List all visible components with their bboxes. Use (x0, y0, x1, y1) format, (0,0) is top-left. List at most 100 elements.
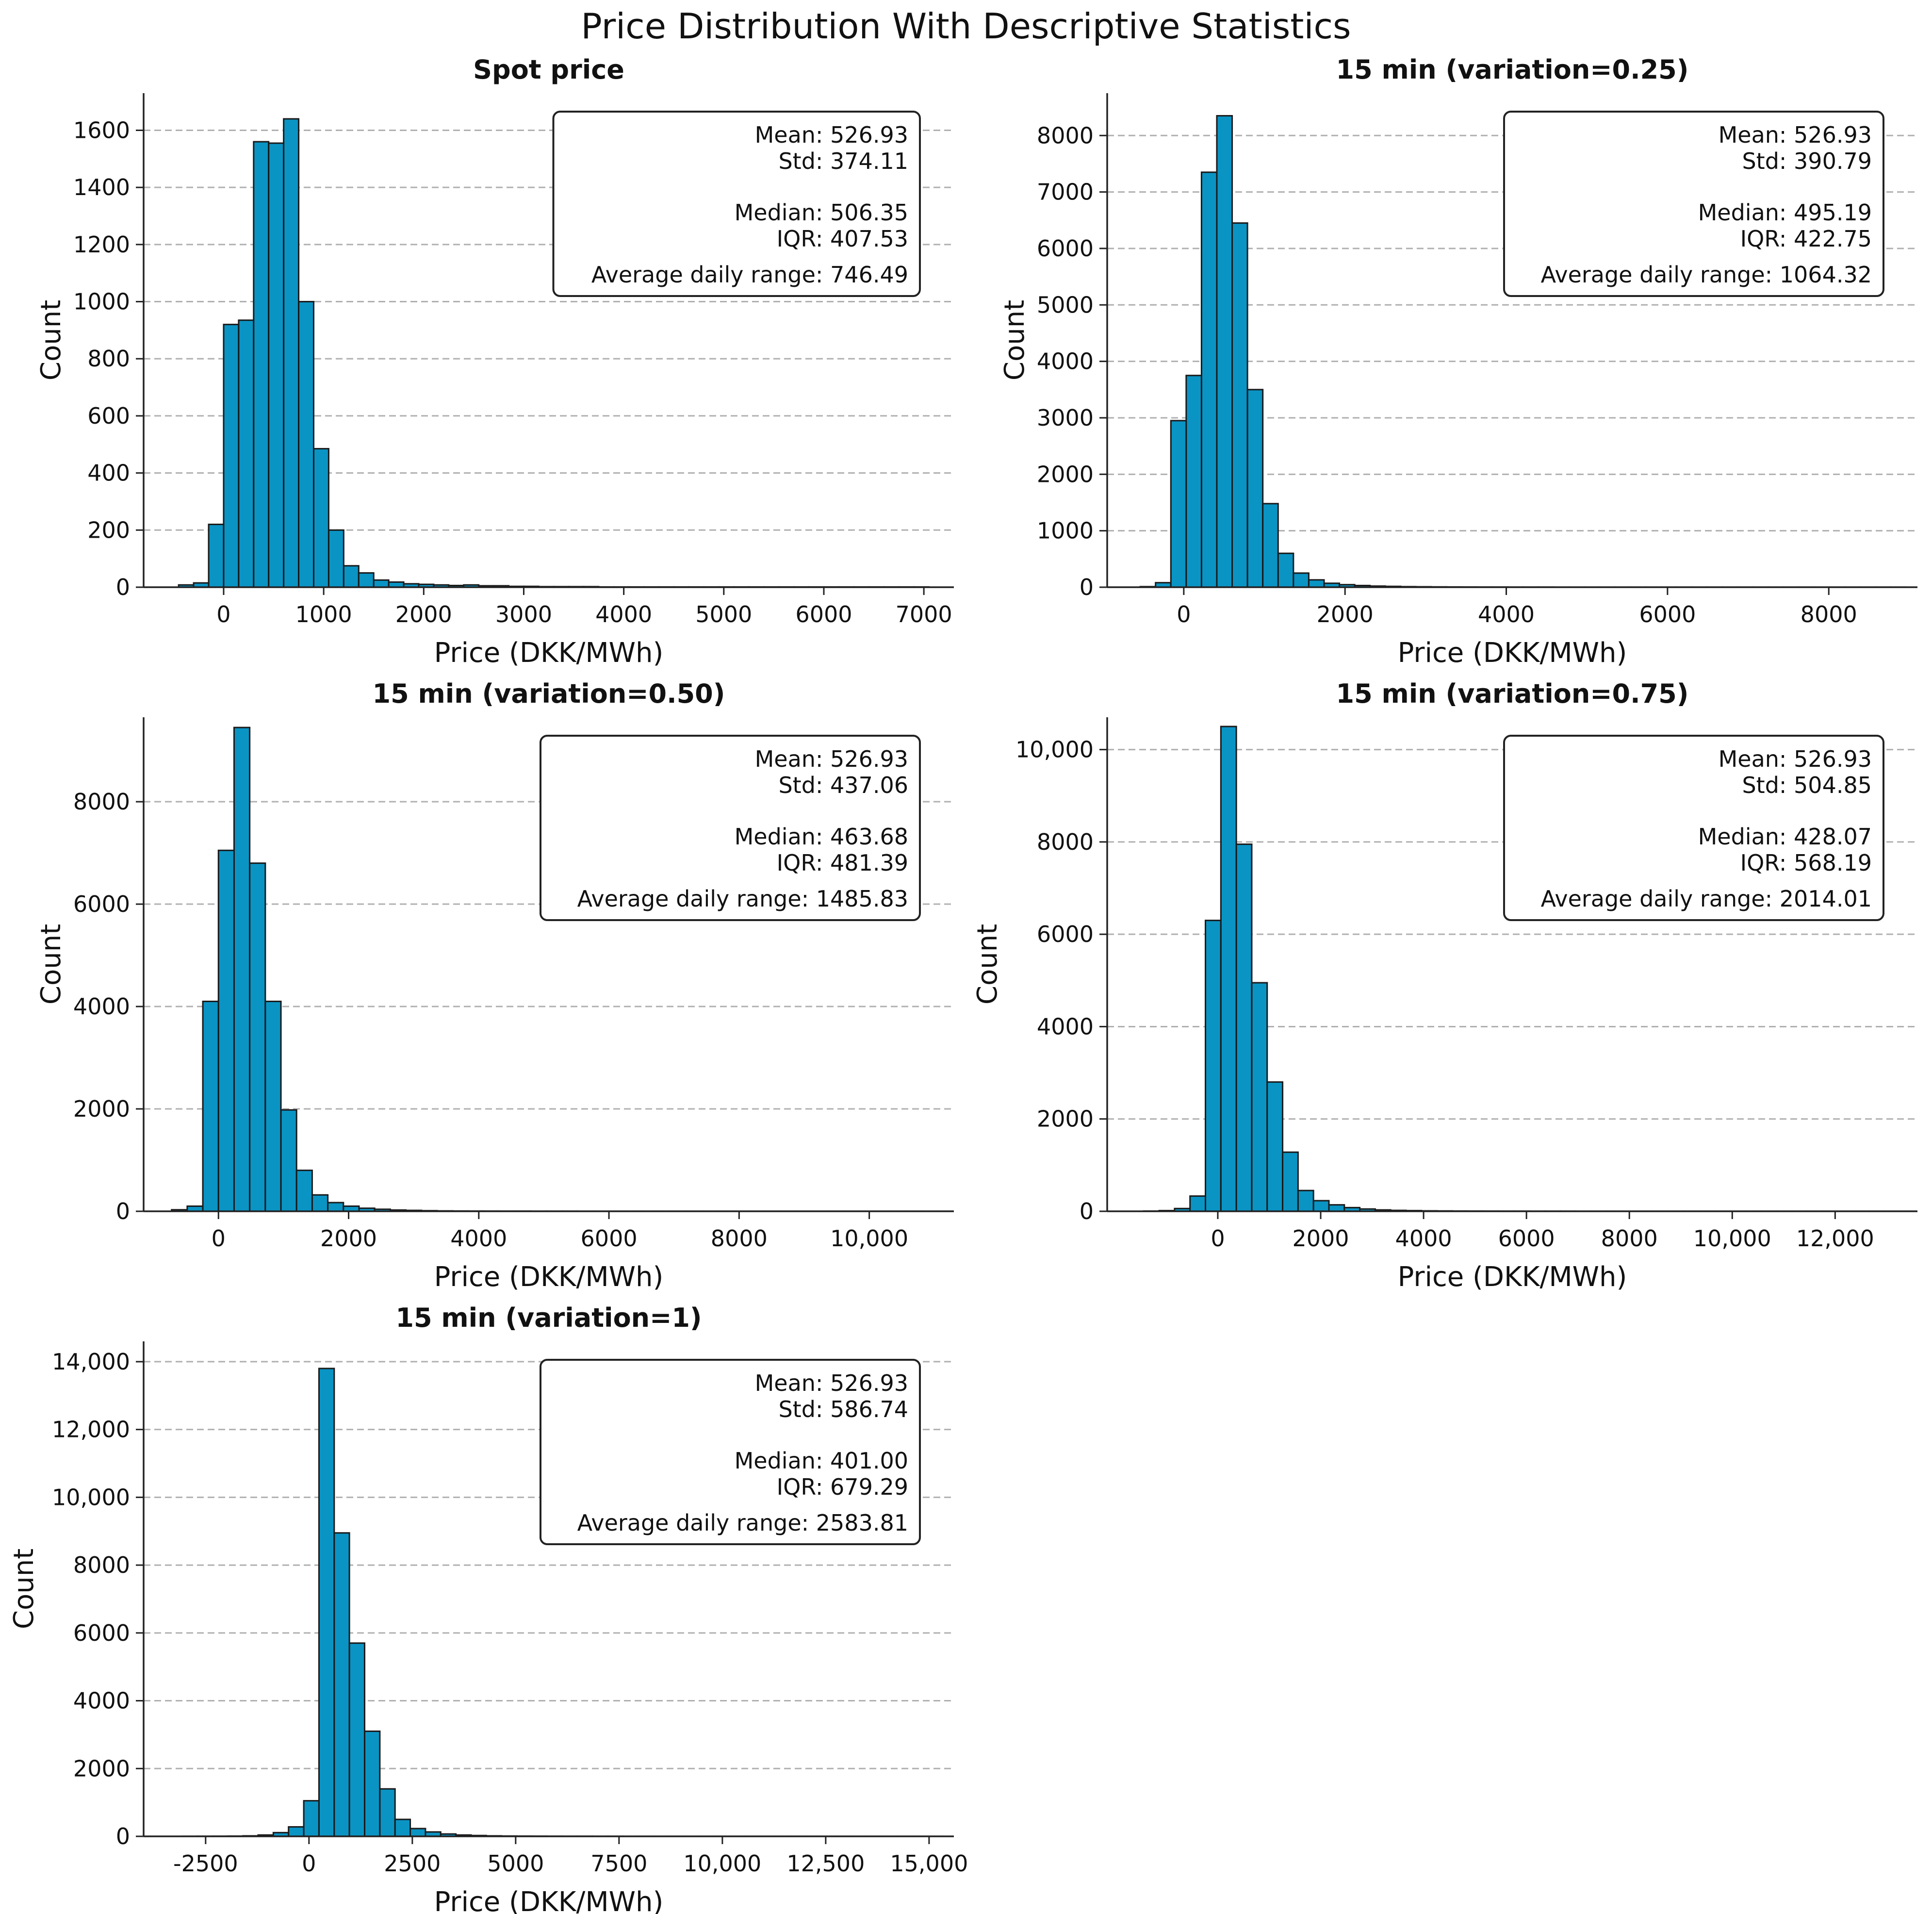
y-axis-label: Count (999, 300, 1031, 380)
y-tick-label: 8000 (73, 1552, 130, 1578)
y-tick-label: 1400 (73, 174, 130, 200)
stats-range-text: Average daily range: 1485.83 (577, 886, 908, 912)
y-tick-label: 8000 (1037, 829, 1094, 855)
x-tick-label: 7000 (896, 601, 952, 627)
stats-mean-text: Mean: 526.93 (1719, 122, 1872, 148)
x-tick-label: 4000 (595, 601, 652, 627)
y-tick-label: 0 (1080, 574, 1094, 600)
y-tick-label: 14,000 (52, 1349, 130, 1375)
y-tick-label: 8000 (1037, 122, 1094, 148)
histogram-bar (1205, 920, 1222, 1212)
histogram-bar (249, 862, 266, 1212)
subplot-title: 15 min (variation=1) (395, 1303, 702, 1333)
histogram-bar (1220, 726, 1237, 1212)
histogram-bar (327, 1202, 344, 1212)
y-axis-label: Count (972, 924, 1003, 1005)
stats-range-text: Average daily range: 1064.32 (1541, 262, 1872, 288)
y-tick-label: 2000 (73, 1755, 130, 1782)
histogram-bar (348, 1642, 366, 1837)
stats-median-text: Median: 463.68 (735, 824, 908, 850)
histogram-bar (1170, 420, 1187, 588)
x-tick-label: 2000 (1292, 1225, 1349, 1252)
histogram-bar (373, 579, 390, 588)
histogram-bar (1189, 1195, 1207, 1212)
x-tick-label: 8000 (711, 1225, 768, 1252)
x-tick-label: 5000 (695, 601, 752, 627)
stats-range-text: Average daily range: 746.49 (591, 262, 908, 288)
x-axis-label: Price (DKK/MWh) (434, 637, 664, 669)
y-tick-label: 3000 (1037, 405, 1094, 431)
y-tick-label: 1000 (1037, 518, 1094, 544)
stats-median-text: Median: 506.35 (735, 199, 908, 226)
x-tick-label: -2500 (173, 1850, 238, 1877)
x-tick-label: 10,000 (830, 1225, 908, 1252)
histogram-bar (253, 141, 270, 588)
x-tick-label: 1000 (295, 601, 352, 627)
stats-iqr-text: IQR: 679.29 (777, 1474, 908, 1500)
y-tick-label: 400 (87, 460, 130, 486)
histogram-bar (1235, 843, 1253, 1212)
x-tick-label: 4000 (1395, 1225, 1452, 1252)
y-tick-label: 4000 (1037, 348, 1094, 375)
x-tick-label: 10,000 (683, 1850, 761, 1877)
y-tick-label: 2000 (73, 1096, 130, 1122)
x-tick-label: 2000 (395, 601, 452, 627)
y-axis-label: Count (8, 1549, 40, 1629)
x-axis-label: Price (DKK/MWh) (1398, 637, 1627, 669)
stats-box-frame (1503, 111, 1884, 297)
y-tick-label: 4000 (1037, 1013, 1094, 1040)
stats-box-frame (552, 111, 921, 297)
y-axis-label: Count (35, 300, 67, 380)
y-tick-label: 0 (116, 1198, 130, 1224)
y-tick-label: 10,000 (1015, 737, 1094, 763)
x-tick-label: 2500 (384, 1850, 441, 1877)
histogram-bar (343, 565, 360, 588)
stats-mean-text: Mean: 526.93 (755, 122, 908, 148)
histogram-bar (333, 1532, 350, 1837)
subplot-title: 15 min (variation=0.75) (1336, 678, 1689, 709)
histogram-bar (1246, 389, 1264, 588)
histogram-bar (202, 1000, 219, 1212)
y-tick-label: 0 (116, 1823, 130, 1849)
histogram-bar (208, 524, 225, 588)
histogram-bar (1293, 572, 1310, 588)
stats-box-frame (540, 1359, 921, 1545)
histogram-bar (238, 319, 255, 588)
subplot-title: Spot price (473, 54, 624, 85)
histogram-bar (295, 1170, 313, 1212)
histogram-bar (268, 142, 285, 588)
x-tick-label: 4000 (450, 1225, 507, 1252)
histogram-bar (358, 572, 375, 588)
y-tick-label: 1000 (73, 289, 130, 315)
x-tick-label: 6000 (581, 1225, 638, 1252)
stats-std-text: Std: 504.85 (1742, 772, 1872, 798)
subplot-1: 0 1000 2000 3000 4000 5000 6000 7000 0 200 400 600 8… (35, 54, 954, 669)
x-axis-label: Price (DKK/MWh) (1398, 1261, 1627, 1293)
histogram-bar (1262, 503, 1279, 588)
histogram-bar (303, 1800, 320, 1837)
y-tick-label: 1200 (73, 231, 130, 258)
y-tick-label: 5000 (1037, 292, 1094, 318)
x-tick-label: 0 (216, 601, 230, 627)
histogram-bar (288, 1826, 305, 1837)
x-tick-label: 0 (212, 1225, 226, 1252)
stats-mean-text: Mean: 526.93 (755, 746, 908, 772)
y-tick-label: 4000 (73, 993, 130, 1020)
histogram-bar (217, 849, 235, 1212)
stats-box-frame (540, 735, 921, 921)
y-tick-label: 600 (87, 403, 130, 429)
histogram-bar (1282, 1151, 1299, 1212)
histogram-bar (327, 529, 344, 588)
y-tick-label: 6000 (73, 1620, 130, 1646)
stats-range-text: Average daily range: 2014.01 (1541, 886, 1872, 912)
histogram-bar (1266, 1081, 1284, 1212)
histogram-bar (1312, 1200, 1330, 1212)
y-tick-label: 6000 (73, 891, 130, 917)
stats-std-text: Std: 374.11 (778, 148, 908, 174)
stats-median-text: Median: 495.19 (1698, 199, 1872, 226)
y-axis-label: Count (35, 924, 67, 1005)
